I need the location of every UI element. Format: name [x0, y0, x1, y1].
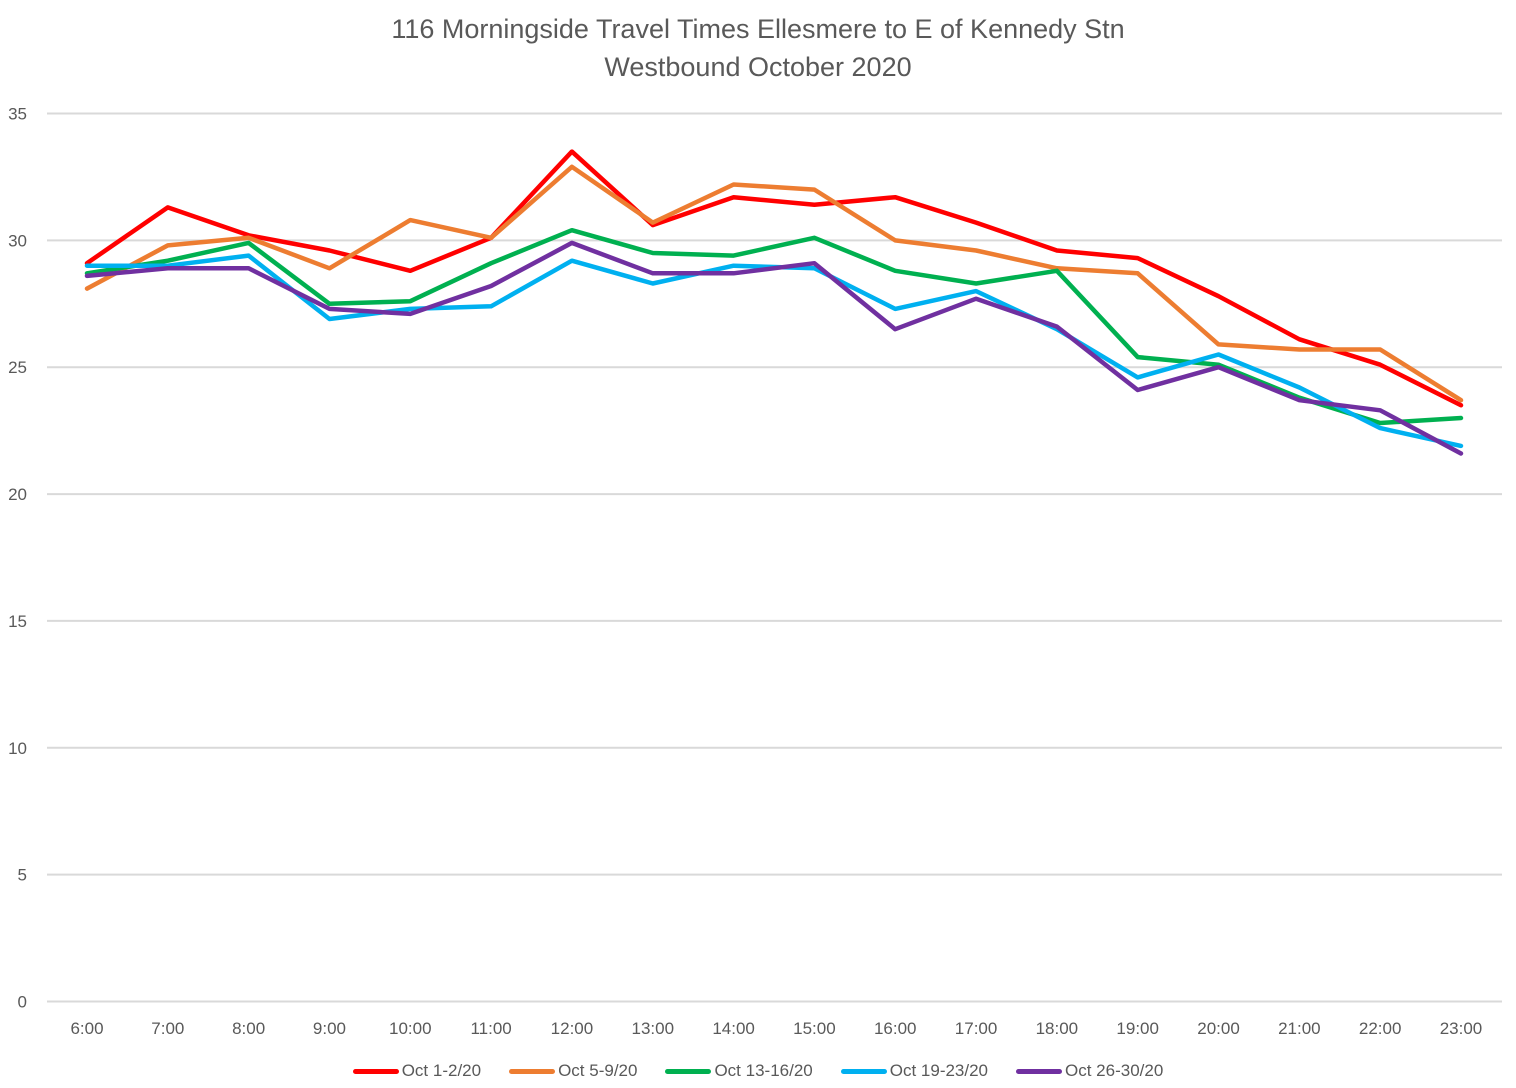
- x-tick-label: 7:00: [151, 1019, 184, 1038]
- y-tick-label: 10: [8, 739, 27, 758]
- legend-swatch: [352, 1068, 399, 1074]
- x-tick-label: 23:00: [1440, 1019, 1483, 1038]
- x-tick-label: 6:00: [70, 1019, 103, 1038]
- y-tick-label: 5: [18, 866, 27, 885]
- x-axis-ticks: 6:00 7:00 8:00 9:00 10:00 11:00 12:00 13:00 14:0…: [70, 1019, 1482, 1038]
- legend-item: Oct 26-30/20: [1016, 1061, 1163, 1081]
- y-tick-label: 25: [8, 358, 27, 377]
- legend-swatch: [840, 1068, 887, 1074]
- y-tick-label: 15: [8, 612, 27, 631]
- legend-swatch: [1016, 1068, 1063, 1074]
- x-tick-label: 8:00: [232, 1019, 265, 1038]
- x-tick-label: 20:00: [1197, 1019, 1240, 1038]
- series-line-5: [84, 240, 1464, 456]
- legend-item: Oct 5-9/20: [509, 1061, 637, 1081]
- x-tick-label: 15:00: [793, 1019, 836, 1038]
- y-tick-label: 30: [8, 231, 27, 250]
- gridlines: [47, 112, 1502, 1003]
- legend-label: Oct 1-2/20: [401, 1061, 482, 1080]
- x-tick-label: 16:00: [874, 1019, 917, 1038]
- x-tick-label: 13:00: [631, 1019, 674, 1038]
- x-tick-label: 22:00: [1359, 1019, 1402, 1038]
- legend-swatch: [665, 1068, 712, 1074]
- y-tick-label: 0: [18, 993, 27, 1012]
- legend-item: Oct 1-2/20: [352, 1061, 482, 1081]
- x-tick-label: 9:00: [313, 1019, 346, 1038]
- legend-label: Oct 13-16/20: [714, 1061, 813, 1080]
- series-line-1: [84, 149, 1464, 408]
- y-axis-ticks: 0 5 10 15 20 25 30 35: [8, 105, 27, 1012]
- x-tick-label: 11:00: [470, 1019, 511, 1038]
- series-line-3: [84, 227, 1464, 426]
- y-tick-label: 35: [8, 105, 27, 124]
- legend: Oct 1-2/20 Oct 5-9/20 Oct 13-16/20 Oct 19-2…: [0, 1061, 1516, 1081]
- x-tick-label: 17:00: [955, 1019, 998, 1038]
- x-tick-label: 19:00: [1116, 1019, 1159, 1038]
- x-tick-label: 21:00: [1278, 1019, 1321, 1038]
- legend-item: Oct 19-23/20: [840, 1061, 989, 1081]
- legend-item: Oct 13-16/20: [665, 1061, 813, 1081]
- x-tick-label: 14:00: [712, 1019, 755, 1038]
- x-tick-label: 10:00: [389, 1019, 432, 1038]
- x-tick-label: 12:00: [551, 1019, 594, 1038]
- series-line-4: [84, 253, 1464, 449]
- legend-label: Oct 5-9/20: [558, 1061, 638, 1080]
- y-tick-label: 20: [8, 485, 27, 504]
- chart-subtitle: Westbound October 2020: [604, 52, 912, 82]
- chart-title: 116 Morningside Travel Times Ellesmere t…: [391, 14, 1125, 44]
- series-line-2: [84, 164, 1464, 403]
- legend-label: Oct 26-30/20: [1065, 1061, 1164, 1080]
- legend-swatch: [509, 1068, 556, 1074]
- legend-label: Oct 19-23/20: [889, 1061, 989, 1080]
- series-lines: [84, 149, 1464, 456]
- x-tick-label: 18:00: [1036, 1019, 1079, 1038]
